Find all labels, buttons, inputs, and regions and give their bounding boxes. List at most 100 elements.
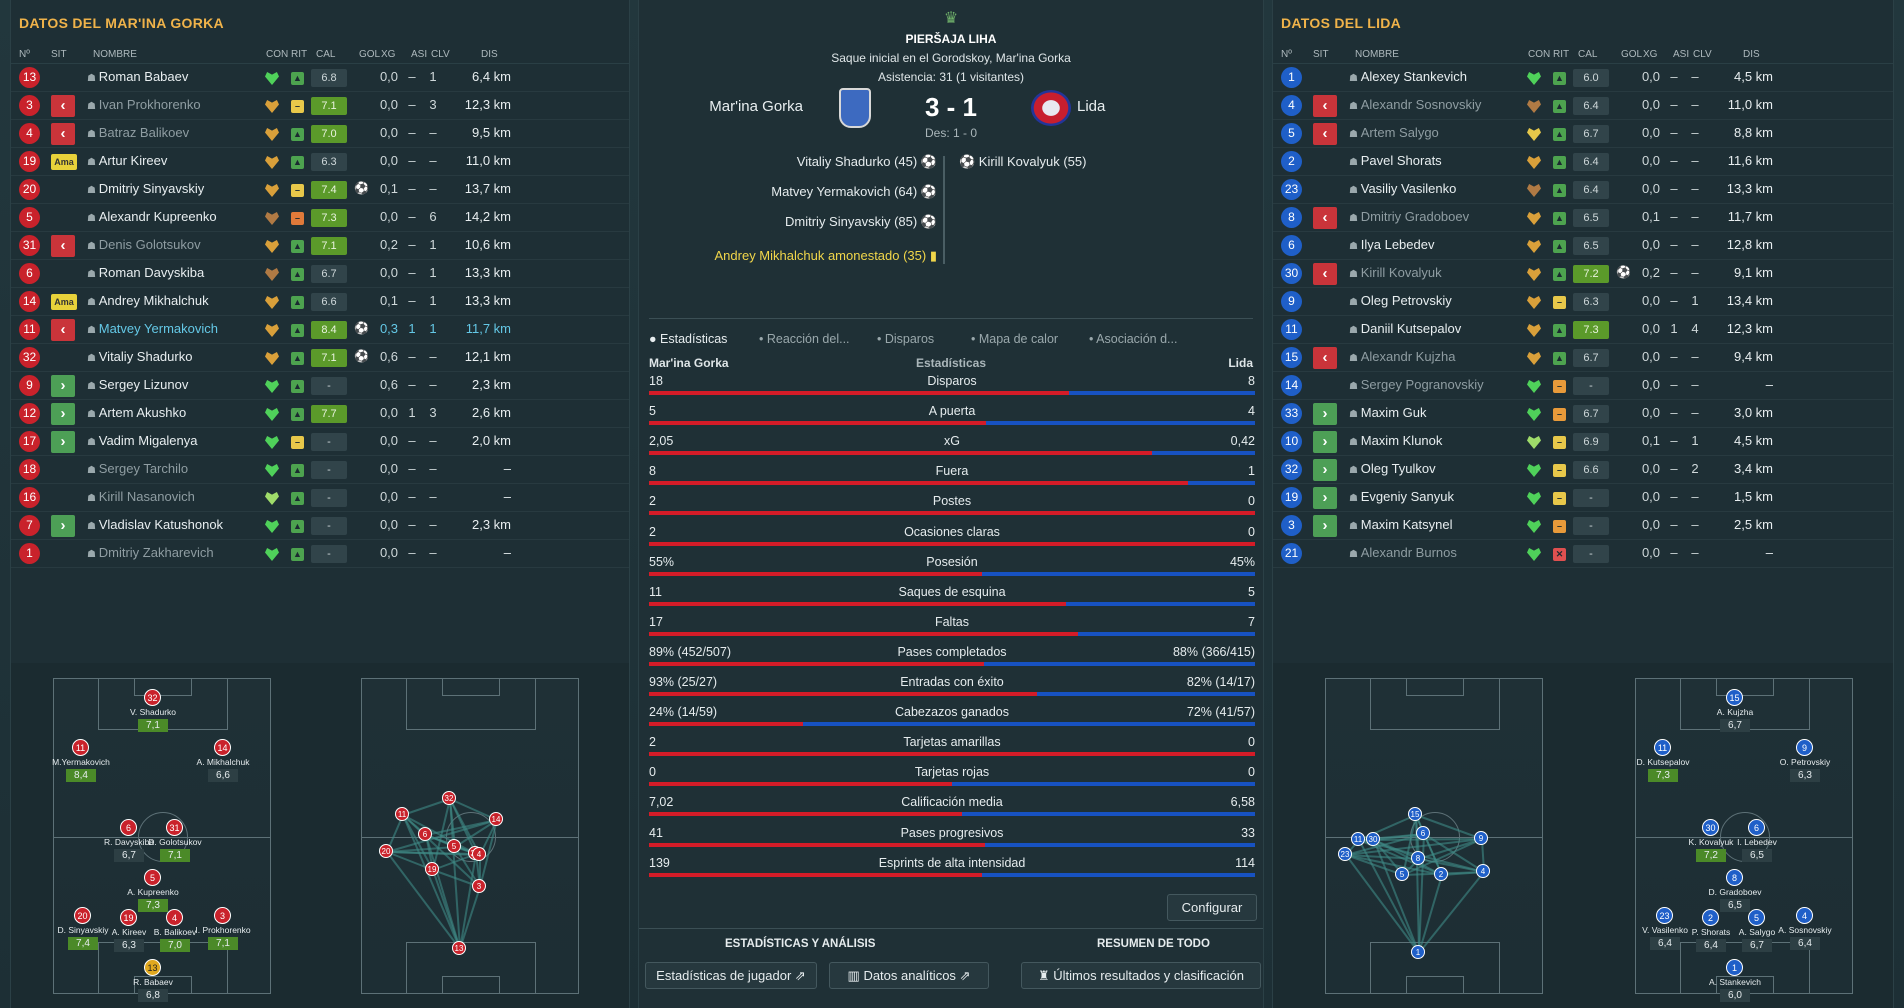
configure-button[interactable]: Configurar (1167, 894, 1257, 921)
passmap-marker[interactable]: 8 (1411, 851, 1425, 865)
away-passmap-pitch[interactable]: 15 11 9 30 6 8 23 2 5 4 1 (1325, 678, 1543, 994)
player-marker[interactable]: 8 (1726, 869, 1743, 886)
player-name[interactable]: Sergey Pogranovskiy (1349, 377, 1484, 392)
player-name[interactable]: Roman Davyskiba (87, 265, 205, 280)
player-marker[interactable]: 19 (120, 909, 137, 926)
player-marker[interactable]: 14 (214, 739, 231, 756)
player-marker[interactable]: 13 (144, 959, 161, 976)
player-name[interactable]: Artem Akushko (87, 405, 186, 420)
passmap-marker[interactable]: 14 (489, 812, 503, 826)
player-row[interactable]: 14 Ama Andrey Mikhalchuk ▲ 6.6 0,1–1 13,3 km (11, 288, 629, 316)
player-name[interactable]: Dmitriy Sinyavskiy (87, 181, 204, 196)
player-name[interactable]: Kirill Nasanovich (87, 489, 195, 504)
passmap-marker[interactable]: 2 (1434, 867, 1448, 881)
player-name[interactable]: Vitaliy Shadurko (87, 349, 193, 364)
column-header[interactable]: XG (381, 49, 396, 60)
player-row[interactable]: 32Vitaliy Shadurko▲7.1⚽0,6––12,1 km (11, 344, 629, 372)
column-header[interactable]: GOL (1621, 49, 1643, 60)
player-name[interactable]: Alexandr Kupreenko (87, 209, 217, 224)
column-header[interactable]: RIT (1553, 49, 1570, 60)
player-row[interactable]: 18Sergey Tarchilo▲-0,0––– (11, 456, 629, 484)
passmap-marker[interactable]: 32 (442, 791, 456, 805)
player-row[interactable]: 9›Sergey Lizunov▲-0,6––2,3 km (11, 372, 629, 400)
passmap-marker[interactable]: 23 (1338, 847, 1352, 861)
column-header[interactable]: CAL (316, 49, 336, 60)
passmap-marker[interactable]: 30 (1366, 832, 1380, 846)
player-name[interactable]: Maxim Guk (1349, 405, 1427, 420)
player-name[interactable]: Ivan Prokhorenko (87, 97, 201, 112)
player-row[interactable]: 21Alexandr Burnos✕-0,0––– (1273, 540, 1893, 568)
passmap-marker[interactable]: 5 (447, 839, 461, 853)
player-row[interactable]: 6 Roman Davyskiba ▲ 6.7 0,0–1 13,3 km (11, 260, 629, 288)
player-name[interactable]: Vasiliy Vasilenko (1349, 181, 1457, 196)
player-name[interactable]: Denis Golotsukov (87, 237, 201, 252)
player-name[interactable]: Sergey Lizunov (87, 377, 189, 392)
player-row[interactable]: 4‹Batraz Balikoev▲7.00,0––9,5 km (11, 120, 629, 148)
player-name[interactable]: Alexandr Sosnovskiy (1349, 97, 1482, 112)
player-row[interactable]: 32›Oleg Tyulkov–6.60,0–23,4 km (1273, 456, 1893, 484)
player-name[interactable]: Vadim Migalenya (87, 433, 198, 448)
home-passmap-pitch[interactable]: 321114631520194313 (361, 678, 579, 994)
passmap-marker[interactable]: 9 (1474, 831, 1488, 845)
passmap-marker[interactable]: 13 (452, 941, 466, 955)
column-header[interactable]: CAL (1578, 49, 1598, 60)
passmap-marker[interactable]: 1 (1411, 945, 1425, 959)
column-header[interactable]: ASI (411, 49, 428, 60)
player-row[interactable]: 8‹Dmitriy Gradoboev▲6.50,1––11,7 km (1273, 204, 1893, 232)
player-marker[interactable]: 11 (1654, 739, 1671, 756)
player-name[interactable]: Ilya Lebedev (1349, 237, 1435, 252)
passmap-marker[interactable]: 19 (425, 862, 439, 876)
tab-2[interactable]: • Disparos (877, 332, 935, 346)
tab-0[interactable]: ● Estadísticas (649, 332, 728, 346)
player-name[interactable]: Maxim Katsynel (1349, 517, 1453, 532)
player-marker[interactable]: 15 (1726, 689, 1743, 706)
player-row[interactable]: 19AmaArtur Kireev▲6.30,0––11,0 km (11, 148, 629, 176)
column-header[interactable]: ASI (1673, 49, 1690, 60)
player-row[interactable]: 7›Vladislav Katushonok▲-0,0––2,3 km (11, 512, 629, 540)
player-marker[interactable]: 6 (1748, 819, 1765, 836)
player-marker[interactable]: 6 (120, 819, 137, 836)
passmap-marker[interactable]: 11 (1351, 832, 1365, 846)
column-header[interactable]: SIT (51, 49, 67, 60)
column-header[interactable]: CLV (1693, 49, 1712, 60)
player-name[interactable]: Alexey Stankevich (1349, 69, 1467, 84)
column-header[interactable]: CON (266, 49, 289, 60)
player-name[interactable]: Evgeniy Sanyuk (1349, 489, 1454, 504)
tab-3[interactable]: • Mapa de calor (971, 332, 1059, 346)
tab-1[interactable]: • Reacción del... (759, 332, 850, 346)
passmap-marker[interactable]: 11 (395, 807, 409, 821)
away-team-name[interactable]: Lida (1077, 98, 1106, 115)
away-formation-pitch[interactable]: 15 A. Kujzha 6,7 11 D. Kutsepalov 7,3 9 O. Petr… (1635, 678, 1853, 1002)
player-name[interactable]: Dmitriy Gradoboev (1349, 209, 1469, 224)
player-marker[interactable]: 11 (72, 739, 89, 756)
player-name[interactable]: Matvey Yermakovich (87, 321, 218, 336)
passmap-marker[interactable]: 4 (472, 847, 486, 861)
player-name[interactable]: Alexandr Kujzha (1349, 349, 1456, 364)
column-header[interactable]: DIS (1743, 49, 1760, 60)
player-name[interactable]: Kirill Kovalyuk (1349, 265, 1442, 280)
player-row[interactable]: 12 › Artem Akushko ▲ 7.7 0,0 13 2,6 km (11, 400, 629, 428)
player-row[interactable]: 11 ‹ Matvey Yermakovich ▲ 8.4 ⚽ 0,3 11 11,7 km (11, 316, 629, 344)
player-name[interactable]: Sergey Tarchilo (87, 461, 188, 476)
player-row[interactable]: 11 Daniil Kutsepalov ▲ 7.3 0,0 14 12,3 km (1273, 316, 1893, 344)
passmap-marker[interactable]: 6 (1416, 826, 1430, 840)
player-row[interactable]: 15‹Alexandr Kujzha▲6.70,0––9,4 km (1273, 344, 1893, 372)
player-row[interactable]: 9Oleg Petrovskiy–6.30,0–113,4 km (1273, 288, 1893, 316)
column-header[interactable]: CLV (431, 49, 450, 60)
player-name[interactable]: Batraz Balikoev (87, 125, 189, 140)
column-header[interactable]: Nº (19, 49, 30, 60)
player-marker[interactable]: 4 (166, 909, 183, 926)
player-name[interactable]: Andrey Mikhalchuk (87, 293, 209, 308)
passmap-marker[interactable]: 6 (418, 827, 432, 841)
column-header[interactable]: CON (1528, 49, 1551, 60)
tab-4[interactable]: • Asociación d... (1089, 332, 1178, 346)
player-row[interactable]: 2Pavel Shorats▲6.40,0––11,6 km (1273, 148, 1893, 176)
column-header[interactable]: XG (1643, 49, 1658, 60)
player-row[interactable]: 3‹Ivan Prokhorenko–7.10,0–312,3 km (11, 92, 629, 120)
player-row[interactable]: 31 ‹ Denis Golotsukov ▲ 7.1 0,2–1 10,6 km (11, 232, 629, 260)
home-team-name[interactable]: Mar'ina Gorka (709, 98, 803, 115)
home-crest-icon[interactable] (839, 88, 871, 128)
player-name[interactable]: Oleg Tyulkov (1349, 461, 1436, 476)
player-marker[interactable]: 5 (144, 869, 161, 886)
player-name[interactable]: Oleg Petrovskiy (1349, 293, 1452, 308)
